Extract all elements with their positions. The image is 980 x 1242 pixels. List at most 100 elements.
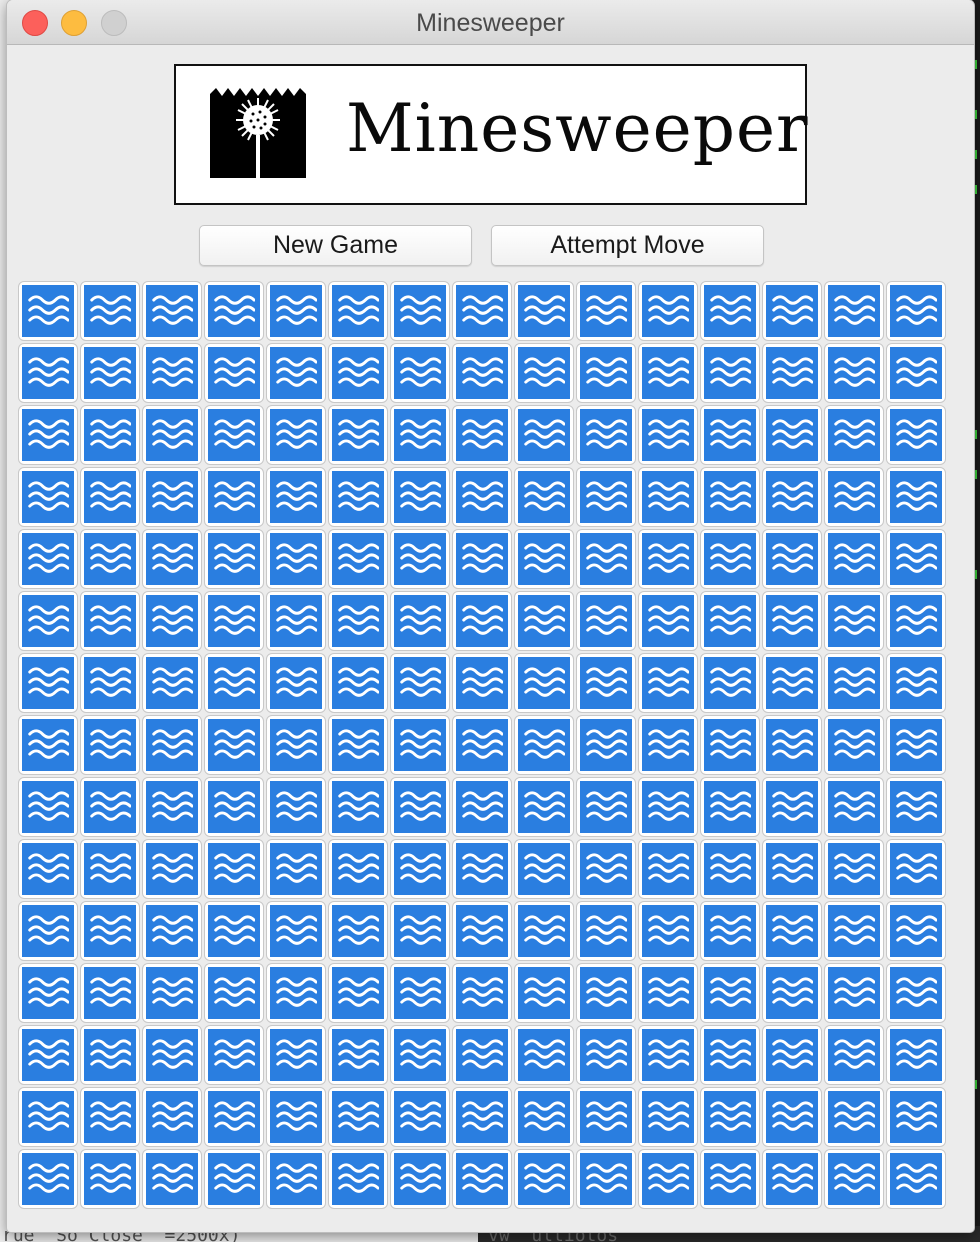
board-cell[interactable] (80, 529, 140, 589)
board-cell[interactable] (576, 405, 636, 465)
board-cell[interactable] (886, 343, 946, 403)
board-cell[interactable] (18, 1087, 78, 1147)
board-cell[interactable] (638, 901, 698, 961)
board-cell[interactable] (762, 591, 822, 651)
board-cell[interactable] (886, 529, 946, 589)
board-cell[interactable] (328, 1025, 388, 1085)
board-cell[interactable] (204, 901, 264, 961)
board-cell[interactable] (514, 591, 574, 651)
board-cell[interactable] (452, 1149, 512, 1209)
board-cell[interactable] (700, 1149, 760, 1209)
board-cell[interactable] (824, 281, 884, 341)
new-game-button[interactable]: New Game (199, 225, 472, 266)
board-cell[interactable] (514, 1025, 574, 1085)
board-cell[interactable] (266, 1087, 326, 1147)
board-cell[interactable] (452, 1025, 512, 1085)
board-cell[interactable] (266, 405, 326, 465)
board-cell[interactable] (700, 777, 760, 837)
board-cell[interactable] (638, 1149, 698, 1209)
board-cell[interactable] (204, 1087, 264, 1147)
board-cell[interactable] (266, 715, 326, 775)
board-cell[interactable] (204, 405, 264, 465)
board-cell[interactable] (762, 715, 822, 775)
board-cell[interactable] (762, 467, 822, 527)
board-cell[interactable] (18, 715, 78, 775)
board-cell[interactable] (452, 281, 512, 341)
board-cell[interactable] (762, 839, 822, 899)
board-cell[interactable] (266, 529, 326, 589)
board-cell[interactable] (886, 467, 946, 527)
board-cell[interactable] (18, 653, 78, 713)
board-cell[interactable] (762, 963, 822, 1023)
board-cell[interactable] (390, 963, 450, 1023)
board-cell[interactable] (142, 405, 202, 465)
board-cell[interactable] (886, 1025, 946, 1085)
board-cell[interactable] (824, 1025, 884, 1085)
board-cell[interactable] (18, 963, 78, 1023)
board-cell[interactable] (142, 343, 202, 403)
board-cell[interactable] (18, 1025, 78, 1085)
board-cell[interactable] (762, 529, 822, 589)
board-cell[interactable] (886, 281, 946, 341)
board-cell[interactable] (886, 963, 946, 1023)
board-cell[interactable] (390, 529, 450, 589)
board-cell[interactable] (886, 1087, 946, 1147)
board-cell[interactable] (328, 901, 388, 961)
board-cell[interactable] (452, 467, 512, 527)
board-cell[interactable] (142, 715, 202, 775)
board-cell[interactable] (824, 1087, 884, 1147)
board-cell[interactable] (328, 281, 388, 341)
board-cell[interactable] (80, 591, 140, 651)
board-cell[interactable] (576, 1025, 636, 1085)
board-cell[interactable] (638, 839, 698, 899)
board-cell[interactable] (700, 529, 760, 589)
board-cell[interactable] (638, 281, 698, 341)
board-cell[interactable] (204, 715, 264, 775)
board-cell[interactable] (390, 839, 450, 899)
board-cell[interactable] (328, 777, 388, 837)
board-cell[interactable] (266, 653, 326, 713)
board-cell[interactable] (204, 653, 264, 713)
board-cell[interactable] (80, 839, 140, 899)
board-cell[interactable] (576, 1087, 636, 1147)
board-cell[interactable] (638, 1087, 698, 1147)
board-cell[interactable] (700, 405, 760, 465)
board-cell[interactable] (266, 901, 326, 961)
board-cell[interactable] (80, 343, 140, 403)
board-cell[interactable] (514, 1087, 574, 1147)
board-cell[interactable] (824, 591, 884, 651)
board-cell[interactable] (700, 281, 760, 341)
board-cell[interactable] (638, 963, 698, 1023)
board-cell[interactable] (142, 1149, 202, 1209)
board-cell[interactable] (204, 963, 264, 1023)
board-cell[interactable] (700, 715, 760, 775)
board-cell[interactable] (390, 653, 450, 713)
board-cell[interactable] (514, 715, 574, 775)
board-cell[interactable] (638, 405, 698, 465)
board-cell[interactable] (80, 901, 140, 961)
board-cell[interactable] (762, 653, 822, 713)
board-cell[interactable] (390, 777, 450, 837)
board-cell[interactable] (824, 529, 884, 589)
board-cell[interactable] (80, 715, 140, 775)
board-cell[interactable] (514, 777, 574, 837)
board-cell[interactable] (390, 467, 450, 527)
board-cell[interactable] (886, 1149, 946, 1209)
board-cell[interactable] (328, 529, 388, 589)
board-cell[interactable] (18, 1149, 78, 1209)
board-cell[interactable] (514, 281, 574, 341)
board-cell[interactable] (18, 839, 78, 899)
board-cell[interactable] (514, 1149, 574, 1209)
board-cell[interactable] (204, 1025, 264, 1085)
board-cell[interactable] (700, 1087, 760, 1147)
board-cell[interactable] (886, 653, 946, 713)
board-cell[interactable] (328, 1149, 388, 1209)
board-cell[interactable] (142, 653, 202, 713)
board-cell[interactable] (452, 901, 512, 961)
board-cell[interactable] (700, 1025, 760, 1085)
board-cell[interactable] (762, 1087, 822, 1147)
board-cell[interactable] (514, 653, 574, 713)
board-cell[interactable] (514, 529, 574, 589)
board-cell[interactable] (576, 343, 636, 403)
board-cell[interactable] (886, 591, 946, 651)
